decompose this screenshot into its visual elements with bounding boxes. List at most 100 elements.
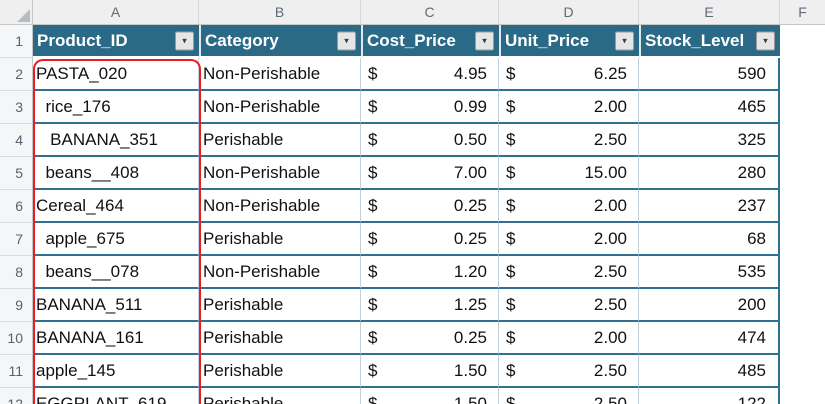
- row-header-6[interactable]: 6: [0, 190, 33, 223]
- cell-product-id[interactable]: PASTA_020: [33, 58, 199, 91]
- cell-category[interactable]: Perishable: [199, 355, 361, 388]
- cell-cost-price[interactable]: $7.00: [361, 157, 499, 190]
- cell-stock-level[interactable]: 68: [639, 223, 780, 256]
- currency-symbol: $: [506, 129, 516, 149]
- row-header-9[interactable]: 9: [0, 289, 33, 322]
- filter-button-unit-price[interactable]: ▾: [615, 31, 634, 50]
- cell-stock-level[interactable]: 237: [639, 190, 780, 223]
- cell-product-id[interactable]: rice_176: [33, 91, 199, 124]
- cell-cost-price[interactable]: $0.25: [361, 223, 499, 256]
- cell-empty[interactable]: [780, 58, 825, 91]
- row-header-7[interactable]: 7: [0, 223, 33, 256]
- cell-empty[interactable]: [780, 124, 825, 157]
- table-header-stock-level[interactable]: Stock_Level ▾: [639, 25, 780, 58]
- cell-product-id[interactable]: beans__408: [33, 157, 199, 190]
- cell-empty[interactable]: [780, 256, 825, 289]
- cell-product-id[interactable]: EGGPLANT_619: [33, 388, 199, 404]
- cell-cost-price[interactable]: $1.50: [361, 388, 499, 404]
- cell-stock-level[interactable]: 325: [639, 124, 780, 157]
- cell-stock-level[interactable]: 474: [639, 322, 780, 355]
- cell-unit-price[interactable]: $2.50: [499, 124, 639, 157]
- filter-button-category[interactable]: ▾: [337, 31, 356, 50]
- amount: 1.20: [453, 261, 487, 281]
- cell-product-id[interactable]: apple_145: [33, 355, 199, 388]
- cell-category[interactable]: Perishable: [199, 223, 361, 256]
- cell-empty[interactable]: [780, 322, 825, 355]
- column-header-e[interactable]: E: [639, 0, 780, 25]
- cell-cost-price[interactable]: $4.95: [361, 58, 499, 91]
- row-header-5[interactable]: 5: [0, 157, 33, 190]
- cell-f1-empty[interactable]: [780, 25, 825, 58]
- filter-button-stock-level[interactable]: ▾: [756, 31, 775, 50]
- cell-unit-price[interactable]: $15.00: [499, 157, 639, 190]
- cell-product-id[interactable]: apple_675: [33, 223, 199, 256]
- row-header-8[interactable]: 8: [0, 256, 33, 289]
- cell-category[interactable]: Non-Perishable: [199, 256, 361, 289]
- filter-button-product-id[interactable]: ▾: [175, 31, 194, 50]
- cell-cost-price[interactable]: $0.25: [361, 190, 499, 223]
- cell-category[interactable]: Perishable: [199, 289, 361, 322]
- cell-empty[interactable]: [780, 289, 825, 322]
- cell-empty[interactable]: [780, 223, 825, 256]
- table-header-unit-price[interactable]: Unit_Price ▾: [499, 25, 639, 58]
- cell-product-id[interactable]: BANANA_351: [33, 124, 199, 157]
- cell-category[interactable]: Perishable: [199, 124, 361, 157]
- cell-stock-level[interactable]: 465: [639, 91, 780, 124]
- cell-category[interactable]: Non-Perishable: [199, 157, 361, 190]
- cell-cost-price[interactable]: $0.50: [361, 124, 499, 157]
- cell-empty[interactable]: [780, 355, 825, 388]
- cell-unit-price[interactable]: $2.50: [499, 256, 639, 289]
- table-header-category[interactable]: Category ▾: [199, 25, 361, 58]
- cell-empty[interactable]: [780, 190, 825, 223]
- cell-category[interactable]: Non-Perishable: [199, 190, 361, 223]
- row-header-12[interactable]: 12: [0, 388, 33, 404]
- row-header-1[interactable]: 1: [0, 25, 33, 58]
- row-header-11[interactable]: 11: [0, 355, 33, 388]
- cell-stock-level[interactable]: 122: [639, 388, 780, 404]
- column-header-a[interactable]: A: [33, 0, 199, 25]
- cell-category[interactable]: Perishable: [199, 322, 361, 355]
- cell-unit-price[interactable]: $2.50: [499, 289, 639, 322]
- cell-stock-level[interactable]: 590: [639, 58, 780, 91]
- cell-stock-level[interactable]: 280: [639, 157, 780, 190]
- row-header-3[interactable]: 3: [0, 91, 33, 124]
- column-header-f[interactable]: F: [780, 0, 825, 25]
- column-header-b[interactable]: B: [199, 0, 361, 25]
- cell-unit-price[interactable]: $2.00: [499, 190, 639, 223]
- select-all-corner[interactable]: [0, 0, 33, 25]
- cell-category[interactable]: Non-Perishable: [199, 91, 361, 124]
- row-header-10[interactable]: 10: [0, 322, 33, 355]
- cell-product-id[interactable]: Cereal_464: [33, 190, 199, 223]
- cell-empty[interactable]: [780, 388, 825, 404]
- cell-unit-price[interactable]: $2.00: [499, 91, 639, 124]
- cell-unit-price[interactable]: $2.00: [499, 322, 639, 355]
- row-header-4[interactable]: 4: [0, 124, 33, 157]
- cell-product-id[interactable]: BANANA_161: [33, 322, 199, 355]
- cell-product-id[interactable]: beans__078: [33, 256, 199, 289]
- cell-category[interactable]: Non-Perishable: [199, 58, 361, 91]
- cell-cost-price[interactable]: $0.25: [361, 322, 499, 355]
- cell-empty[interactable]: [780, 157, 825, 190]
- cell-unit-price[interactable]: $2.50: [499, 388, 639, 404]
- cell-unit-price[interactable]: $2.00: [499, 223, 639, 256]
- filter-button-cost-price[interactable]: ▾: [475, 31, 494, 50]
- cell-cost-price[interactable]: $1.20: [361, 256, 499, 289]
- cell-product-id[interactable]: BANANA_511: [33, 289, 199, 322]
- cell-cost-price[interactable]: $1.25: [361, 289, 499, 322]
- cell-stock-level[interactable]: 200: [639, 289, 780, 322]
- column-header-d[interactable]: D: [499, 0, 639, 25]
- table-header-product-id[interactable]: Product_ID ▾: [33, 25, 199, 58]
- cell-category[interactable]: Perishable: [199, 388, 361, 404]
- table-header-cost-price[interactable]: Cost_Price ▾: [361, 25, 499, 58]
- cell-cost-price[interactable]: $0.99: [361, 91, 499, 124]
- cell-unit-price[interactable]: $6.25: [499, 58, 639, 91]
- row-header-2[interactable]: 2: [0, 58, 33, 91]
- column-header-c[interactable]: C: [361, 0, 499, 25]
- cell-stock-level[interactable]: 485: [639, 355, 780, 388]
- cell-stock-level[interactable]: 535: [639, 256, 780, 289]
- cell-unit-price[interactable]: $2.50: [499, 355, 639, 388]
- cell-empty[interactable]: [780, 91, 825, 124]
- cell-cost-price[interactable]: $1.50: [361, 355, 499, 388]
- amount: 1.50: [453, 360, 487, 380]
